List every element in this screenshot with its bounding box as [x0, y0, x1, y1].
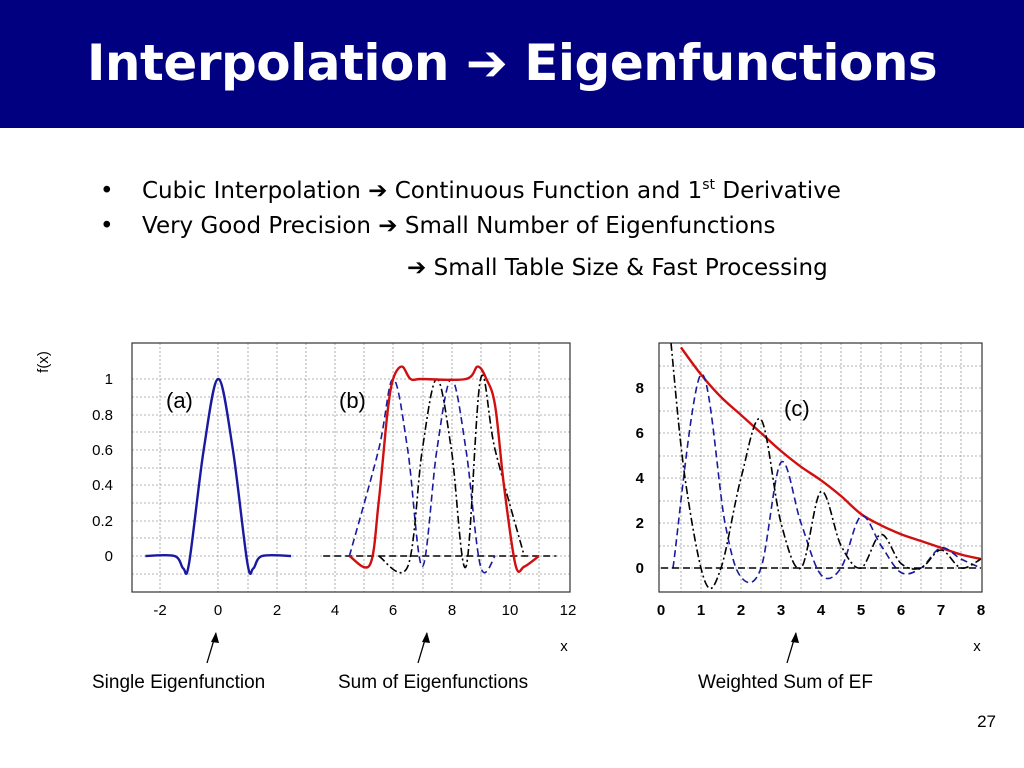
page-number: 27 — [977, 712, 996, 731]
bullet-text: Cubic Interpolation — [142, 178, 361, 204]
bullet-text: Small Table Size & Fast Processing — [433, 255, 828, 281]
y-tick-label: 1 — [105, 371, 113, 388]
plot-frame — [131, 342, 571, 593]
title-right: Eigenfunctions — [524, 34, 938, 92]
pointer-arrow-head — [791, 632, 799, 643]
x-tick-label: 7 — [937, 602, 945, 619]
caption-weighted: Weighted Sum of EF — [698, 672, 873, 693]
x-tick-label: 8 — [977, 602, 985, 619]
x-tick-label: 10 — [502, 602, 519, 619]
x-tick-label: 2 — [273, 602, 281, 619]
bullet-item: • Very Good Precision ➔ Small Number of E… — [100, 209, 775, 243]
bullet-text: Derivative — [715, 178, 841, 204]
slide-title: Interpolation ➔ Eigenfunctions — [0, 28, 1024, 98]
panel-label: (b) — [339, 388, 366, 413]
pointer-arrow-head — [211, 632, 219, 643]
x-tick-label: 6 — [389, 602, 397, 619]
panel-label: (a) — [166, 388, 193, 413]
x-tick-label: 4 — [331, 602, 339, 619]
title-bar — [0, 0, 1024, 128]
bullet-continuation: ➔ Small Table Size & Fast Processing — [407, 251, 828, 285]
series-line-4 — [348, 365, 540, 573]
x-tick-label: 0 — [657, 602, 665, 619]
y-tick-label: 0 — [105, 548, 113, 565]
y-tick-label: 0.4 — [92, 477, 113, 494]
series-line-1 — [672, 373, 982, 584]
arrow-icon: ➔ — [368, 178, 388, 204]
x-axis-label: x — [560, 638, 568, 655]
series-line-2 — [670, 343, 982, 590]
x-axis-label: x — [973, 638, 981, 655]
y-tick-label: 2 — [636, 515, 644, 532]
y-tick-label: 6 — [636, 425, 644, 442]
y-tick-label: 8 — [636, 380, 644, 397]
bullet-text: Very Good Precision — [142, 213, 371, 239]
x-tick-label: 2 — [737, 602, 745, 619]
y-axis-label: f(x) — [35, 351, 52, 373]
chart-panel-1: 0 1 2 3 4 5 6 7 8 0 2 4 6 8 (c) x — [636, 342, 985, 655]
chart-panel-0: -2 0 2 4 6 8 10 12 0 0.2 0.4 0.6 0.8 1 (a) (b) x f(x) — [35, 342, 577, 655]
series-line-0 — [145, 377, 292, 575]
series-line-0 — [680, 346, 982, 561]
x-tick-label: 8 — [448, 602, 456, 619]
x-tick-label: 5 — [857, 602, 865, 619]
x-tick-label: 4 — [817, 602, 826, 619]
x-tick-label: 6 — [897, 602, 905, 619]
bullet-item: • Cubic Interpolation ➔ Continuous Functi… — [100, 168, 841, 208]
title-arrow-icon: ➔ — [465, 34, 508, 92]
x-tick-label: 12 — [560, 602, 577, 619]
caption-single: Single Eigenfunction — [92, 672, 266, 693]
superscript: st — [702, 177, 716, 193]
series-line-2 — [348, 378, 496, 574]
plot-frame — [658, 342, 983, 593]
y-tick-label: 0 — [636, 560, 644, 577]
y-tick-label: 4 — [636, 470, 645, 487]
arrow-icon: ➔ — [407, 255, 427, 281]
x-tick-label: 1 — [697, 602, 705, 619]
series-line-3 — [378, 374, 526, 574]
y-tick-label: 0.6 — [92, 442, 113, 459]
bullet-text: Continuous Function and 1 — [394, 178, 703, 204]
x-tick-label: -2 — [153, 602, 166, 619]
bullet-dot-icon: • — [100, 178, 114, 204]
title-left: Interpolation — [86, 34, 450, 92]
y-tick-label: 0.8 — [92, 407, 113, 424]
x-tick-label: 3 — [777, 602, 785, 619]
bullet-dot-icon: • — [100, 213, 114, 239]
panel-label: (c) — [784, 396, 810, 421]
caption-sum: Sum of Eigenfunctions — [338, 672, 529, 693]
arrow-icon: ➔ — [378, 213, 398, 239]
bullet-text: Small Number of Eigenfunctions — [404, 213, 776, 239]
pointer-arrow-head — [422, 632, 430, 643]
x-tick-label: 0 — [214, 602, 222, 619]
y-tick-label: 0.2 — [92, 513, 113, 530]
